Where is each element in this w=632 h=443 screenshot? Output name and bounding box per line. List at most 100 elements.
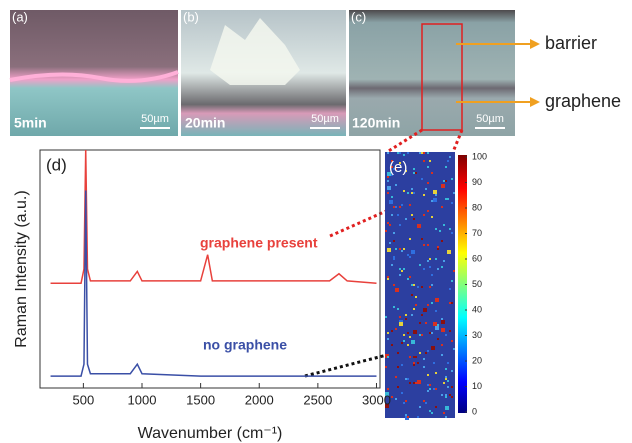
- heatmap-cell: [407, 254, 409, 256]
- heatmap-cell: [399, 316, 401, 318]
- heatmap-cell: [393, 168, 395, 170]
- heatmap-cell: [441, 184, 445, 188]
- heatmap-cell: [395, 376, 397, 378]
- heatmap-cell: [391, 196, 393, 198]
- heatmap-cell: [447, 362, 449, 364]
- heatmap-cell: [397, 308, 399, 310]
- heatmap-cell: [423, 194, 425, 196]
- heatmap-cell: [435, 372, 437, 374]
- heatmap-cell: [427, 210, 429, 212]
- heatmap-cell: [403, 402, 405, 404]
- arrowhead: [530, 97, 540, 107]
- heatmap-cell: [407, 378, 409, 380]
- connector: [304, 344, 423, 378]
- heatmap-cell: [385, 392, 389, 396]
- heatmap-cell: [453, 270, 455, 272]
- heatmap-cell: [429, 266, 431, 268]
- heatmap-cell: [415, 356, 417, 358]
- colorbar-tick-label: 80: [472, 202, 482, 212]
- heatmap-cell: [387, 186, 391, 190]
- heatmap-cell: [413, 362, 415, 364]
- heatmap-cell: [447, 250, 451, 254]
- heatmap-cell: [429, 258, 431, 260]
- heatmap-cell: [385, 366, 387, 368]
- heatmap-cell: [397, 352, 399, 354]
- heatmap-cell: [393, 258, 395, 260]
- heatmap-cell: [427, 244, 429, 246]
- heatmap-cell: [431, 216, 433, 218]
- heatmap-cell: [429, 410, 431, 412]
- heatmap-cell: [441, 318, 443, 320]
- heatmap-cell: [401, 270, 403, 272]
- heatmap-cell: [401, 392, 403, 394]
- annotation: graphene: [545, 91, 621, 111]
- heatmap-cell: [419, 322, 421, 324]
- heatmap-cell: [421, 334, 423, 336]
- heatmap-cell: [415, 172, 417, 174]
- heatmap-cell: [431, 346, 435, 350]
- heatmap-cell: [419, 406, 421, 408]
- micrograph-a: [10, 10, 178, 136]
- heatmap-cell: [437, 338, 439, 340]
- flake: [210, 18, 300, 85]
- x-tick-label: 1000: [128, 392, 157, 407]
- heatmap-cell: [399, 248, 401, 250]
- colorbar-tick-label: 100: [472, 151, 487, 161]
- panel-label: (e): [389, 159, 407, 176]
- heatmap-cell: [389, 200, 393, 204]
- heatmap-cell: [397, 152, 399, 154]
- heatmap-cell: [405, 414, 407, 416]
- heatmap-cell: [441, 320, 445, 324]
- heatmap-cell: [447, 386, 449, 388]
- heatmap-cell: [393, 240, 395, 242]
- heatmap-cell: [395, 206, 397, 208]
- heatmap-cell: [387, 222, 389, 224]
- heatmap-cell: [453, 192, 455, 194]
- heatmap-cell: [399, 224, 401, 226]
- heatmap-cell: [407, 152, 409, 154]
- heatmap-cell: [387, 192, 389, 194]
- heatmap-cell: [435, 310, 437, 312]
- heatmap-cell: [417, 416, 419, 418]
- heatmap-cell: [449, 330, 451, 332]
- heatmap-cell: [387, 152, 389, 154]
- heatmap-cell: [421, 152, 423, 154]
- colorbar-tick-label: 0: [472, 406, 477, 416]
- heatmap-cell: [417, 380, 421, 384]
- heatmap-cell: [423, 152, 425, 154]
- heatmap-cell: [427, 304, 429, 306]
- heatmap-cell: [401, 204, 403, 206]
- heatmap-cell: [411, 188, 413, 190]
- heatmap-cell: [421, 238, 423, 240]
- heatmap-cell: [407, 344, 409, 346]
- heatmap-cell: [443, 224, 445, 226]
- heatmap-cell: [403, 340, 405, 342]
- heatmap-cell: [415, 382, 417, 384]
- heatmap-cell: [429, 384, 431, 386]
- panel-label: (c): [351, 9, 366, 24]
- heatmap-cell: [391, 330, 393, 332]
- heatmap-cell: [421, 286, 423, 288]
- heatmap-cell: [393, 256, 395, 258]
- heatmap-cell: [413, 356, 415, 358]
- heatmap-cell: [431, 412, 433, 414]
- heatmap-cell: [435, 326, 439, 330]
- heatmap-cell: [411, 314, 413, 316]
- heatmap-cell: [429, 160, 431, 162]
- scale-label: 50µm: [311, 113, 339, 125]
- heatmap-cell: [387, 248, 391, 252]
- heatmap-cell: [451, 202, 453, 204]
- heatmap-cell: [423, 214, 425, 216]
- heatmap-cell: [425, 402, 427, 404]
- heatmap-cell: [399, 274, 401, 276]
- heatmap-cell: [391, 264, 393, 266]
- heatmap-cell: [445, 396, 447, 398]
- heatmap-cell: [435, 406, 437, 408]
- heatmap-cell: [423, 358, 425, 360]
- heatmap-cell: [417, 224, 421, 228]
- heatmap-cell: [435, 194, 437, 196]
- heatmap-cell: [421, 314, 423, 316]
- heatmap-cell: [391, 214, 393, 216]
- heatmap-cell: [407, 278, 409, 280]
